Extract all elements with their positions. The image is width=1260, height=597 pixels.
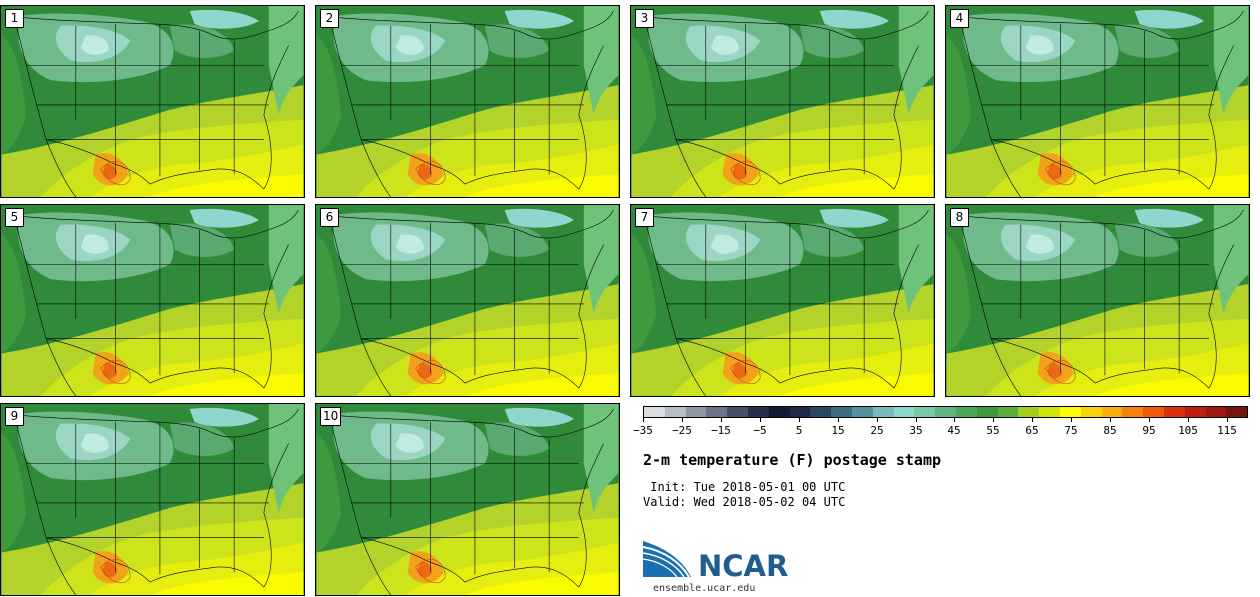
panel-number[interactable]: 7 — [635, 208, 654, 227]
colorbar-segment — [706, 407, 728, 417]
colorbar-tick — [916, 418, 917, 422]
colorbar-segment — [1080, 407, 1102, 417]
colorbar-tick — [1188, 418, 1189, 422]
colorbar-tick-label: 95 — [1142, 424, 1156, 437]
temperature-map — [1, 6, 304, 197]
ncar-logo-icon — [643, 541, 691, 578]
colorbar-tick-label: 85 — [1103, 424, 1117, 437]
temperature-map — [1, 404, 304, 595]
panel-number[interactable]: 8 — [950, 208, 969, 227]
colorbar-tick-label: 105 — [1178, 424, 1198, 437]
colorbar-segment — [893, 407, 915, 417]
colorbar-tick — [799, 418, 800, 422]
colorbar-segment — [747, 407, 769, 417]
colorbar-segment — [831, 407, 852, 417]
colorbar-tick-label: −5 — [753, 424, 767, 437]
colorbar-segment — [1059, 407, 1081, 417]
colorbar-tick — [838, 418, 839, 422]
panel-number[interactable]: 10 — [320, 407, 342, 426]
colorbar-segment — [685, 407, 707, 417]
colorbar-tick-label: −35 — [633, 424, 653, 437]
panel-number[interactable]: 4 — [950, 9, 969, 28]
colorbar-ticks: −35 −25 −15 −5 5 15 25 35 45 55 65 75 85 95 105 115 — [633, 418, 1248, 438]
colorbar-tick-label: −15 — [711, 424, 731, 437]
colorbar-segment — [1039, 407, 1060, 417]
panel-number[interactable]: 5 — [5, 208, 24, 227]
colorbar-segment — [1101, 407, 1123, 417]
colorbar-tick — [643, 418, 644, 422]
colorbar-segment — [1018, 407, 1040, 417]
colorbar-tick-label: 115 — [1217, 424, 1237, 437]
postage-stamp-panel[interactable]: 8 — [945, 204, 1250, 397]
colorbar-tick — [1227, 418, 1228, 422]
colorbar-tick — [760, 418, 761, 422]
colorbar-tick-label: 65 — [1025, 424, 1039, 437]
colorbar-tick — [954, 418, 955, 422]
postage-stamp-panel[interactable]: 3 — [630, 5, 935, 198]
colorbar-tick — [1149, 418, 1150, 422]
panel-number[interactable]: 2 — [320, 9, 339, 28]
temperature-colorbar — [643, 406, 1248, 418]
temperature-map — [1, 205, 304, 396]
colorbar-segment — [997, 407, 1019, 417]
colorbar-tick-label: 15 — [831, 424, 845, 437]
colorbar-segment — [872, 407, 894, 417]
postage-stamp-panel[interactable]: 9 — [0, 403, 305, 596]
colorbar-tick — [1071, 418, 1072, 422]
colorbar-segment — [664, 407, 686, 417]
colorbar-segment — [789, 407, 811, 417]
colorbar-tick-label: 35 — [909, 424, 923, 437]
colorbar-segment — [851, 407, 873, 417]
postage-stamp-panel[interactable]: 7 — [630, 204, 935, 397]
colorbar-tick — [1110, 418, 1111, 422]
ncar-logo-text: NCAR — [698, 549, 789, 583]
colorbar-tick — [682, 418, 683, 422]
panel-number[interactable]: 1 — [5, 9, 24, 28]
colorbar-segment — [644, 407, 665, 417]
ensemble-url[interactable]: ensemble.ucar.edu — [653, 583, 756, 594]
postage-stamp-panel[interactable]: 2 — [315, 5, 620, 198]
colorbar-segment — [1163, 407, 1185, 417]
postage-stamp-panel[interactable]: 4 — [945, 5, 1250, 198]
postage-stamp-panel[interactable]: 5 — [0, 204, 305, 397]
colorbar-segment — [955, 407, 977, 417]
colorbar-segment — [1226, 407, 1248, 417]
colorbar-tick-label: 5 — [795, 424, 803, 437]
temperature-map — [946, 205, 1249, 396]
colorbar-segment — [1143, 407, 1164, 417]
plot-title: 2-m temperature (F) postage stamp — [643, 451, 942, 469]
colorbar-tick-label: 25 — [870, 424, 884, 437]
postage-stamp-panel[interactable]: 6 — [315, 204, 620, 397]
temperature-map — [631, 205, 934, 396]
postage-stamp-panel[interactable]: 1 — [0, 5, 305, 198]
panel-number[interactable]: 3 — [635, 9, 654, 28]
colorbar-segment — [727, 407, 748, 417]
colorbar-tick-label: −25 — [672, 424, 692, 437]
temperature-map — [316, 404, 619, 595]
colorbar-tick-label: 55 — [986, 424, 1000, 437]
init-time: Init: Tue 2018-05-01 00 UTC — [643, 480, 846, 494]
colorbar-segment — [935, 407, 956, 417]
colorbar-segment — [914, 407, 936, 417]
colorbar-tick-label: 75 — [1064, 424, 1078, 437]
colorbar-tick — [721, 418, 722, 422]
valid-time: Valid: Wed 2018-05-02 04 UTC — [643, 495, 846, 509]
temperature-map — [631, 6, 934, 197]
temperature-map — [316, 205, 619, 396]
panel-number[interactable]: 6 — [320, 208, 339, 227]
colorbar-tick — [1032, 418, 1033, 422]
temperature-map — [946, 6, 1249, 197]
colorbar-segment — [1184, 407, 1206, 417]
colorbar-segment — [1122, 407, 1144, 417]
colorbar-tick-label: 45 — [947, 424, 961, 437]
colorbar-segment — [810, 407, 832, 417]
colorbar-tick — [993, 418, 994, 422]
postage-stamp-panel[interactable]: 10 — [315, 403, 620, 596]
panel-number[interactable]: 9 — [5, 407, 24, 426]
colorbar-tick — [877, 418, 878, 422]
colorbar-segment — [1205, 407, 1227, 417]
colorbar-segment — [768, 407, 790, 417]
colorbar-segment — [976, 407, 998, 417]
temperature-map — [316, 6, 619, 197]
